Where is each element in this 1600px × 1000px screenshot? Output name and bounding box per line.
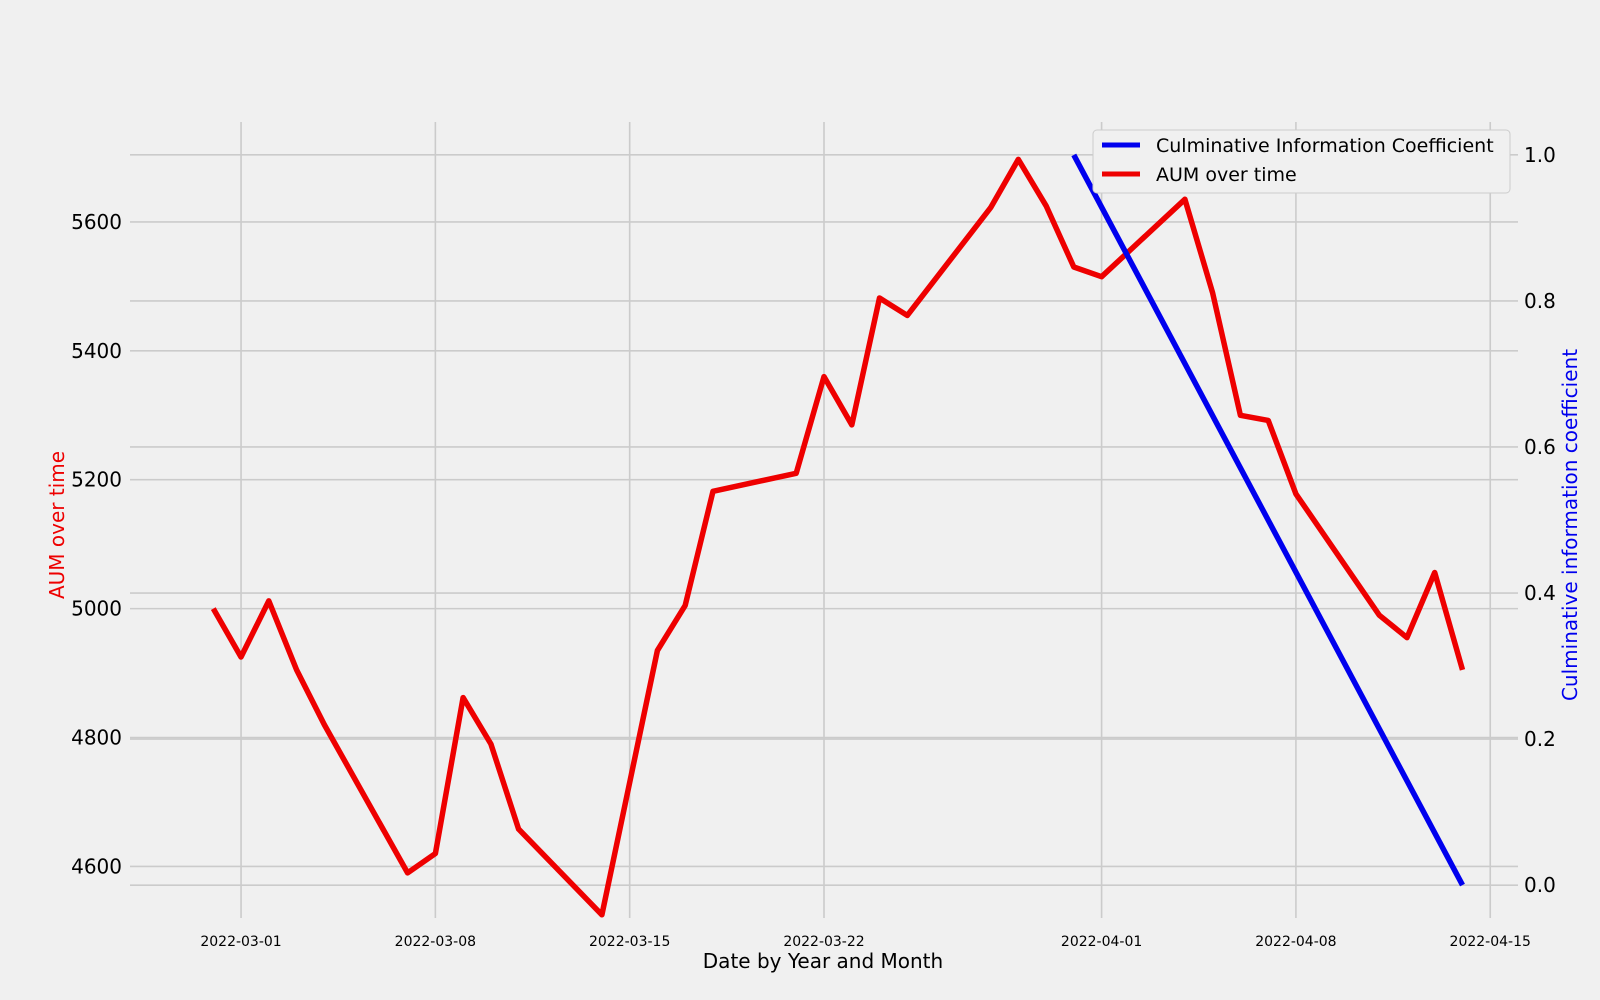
right-y-tick-label: 0.8 <box>1524 289 1556 313</box>
left-y-tick-label: 4600 <box>71 854 122 878</box>
right-y-tick-label: 0.2 <box>1524 727 1556 751</box>
left-y-axis-title: AUM over time <box>45 451 69 599</box>
left-y-gridlines <box>130 221 1518 868</box>
right-y-axis-title: Culminative information coefficient <box>1558 349 1582 701</box>
x-gridlines <box>240 122 1492 918</box>
right-y-tick-label: 1.0 <box>1524 143 1556 167</box>
x-tick-label: 2022-04-08 <box>1255 934 1336 950</box>
x-tick-labels: 2022-03-01 2022-03-08 2022-03-15 2022-03-22… <box>200 934 1531 950</box>
legend: Culminative Information Coefficient AUM … <box>1092 129 1511 194</box>
right-y-tick-labels: 0.0 0.2 0.4 0.6 0.8 1.0 <box>1524 143 1556 897</box>
series-line-ic <box>1071 153 1465 887</box>
x-tick-label: 2022-04-01 <box>1061 934 1142 950</box>
series-layer <box>210 153 1466 918</box>
legend-label-ic: Culminative Information Coefficient <box>1156 135 1494 157</box>
left-y-tick-label: 5000 <box>71 597 122 621</box>
x-tick-label: 2022-04-15 <box>1450 934 1531 950</box>
x-axis-title: Date by Year and Month <box>703 949 943 973</box>
x-tick-label: 2022-03-01 <box>200 934 281 950</box>
left-y-tick-labels: 4600 4800 5000 5200 5400 5600 <box>71 210 122 879</box>
right-y-tick-label: 0.0 <box>1524 873 1556 897</box>
right-y-tick-label: 0.4 <box>1524 581 1556 605</box>
x-tick-label: 2022-03-08 <box>395 934 476 950</box>
right-y-tick-label: 0.6 <box>1524 435 1556 459</box>
left-y-tick-label: 5200 <box>71 468 122 492</box>
legend-box <box>1092 129 1511 194</box>
x-tick-label: 2022-03-22 <box>783 934 864 950</box>
series-line-aum <box>210 156 1466 918</box>
left-y-tick-label: 5400 <box>71 339 122 363</box>
left-y-tick-label: 4800 <box>71 726 122 750</box>
x-tick-label: 2022-03-15 <box>589 934 670 950</box>
legend-label-aum: AUM over time <box>1156 164 1297 186</box>
left-y-tick-label: 5600 <box>71 210 122 234</box>
